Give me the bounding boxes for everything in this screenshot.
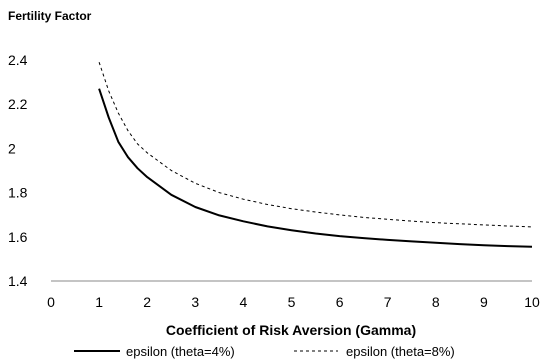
series-line-2	[98, 62, 533, 228]
legend: epsilon (theta=4%) epsilon (theta=8%)	[74, 344, 455, 359]
series-lines	[98, 62, 533, 248]
series-line-1	[98, 88, 533, 248]
y-tick-label: 2.2	[8, 96, 28, 112]
y-tick-label: 1.6	[8, 229, 28, 245]
x-tick-label: 9	[480, 294, 488, 310]
x-tick-label: 7	[384, 294, 392, 310]
y-tick-labels: 1.4 1.6 1.8 2 2.2 2.4	[8, 52, 28, 289]
x-tick-label: 2	[143, 294, 151, 310]
y-tick-label: 2.4	[8, 52, 28, 68]
x-tick-label: 4	[240, 294, 248, 310]
x-tick-label: 10	[524, 294, 540, 310]
x-axis-label: Coefficient of Risk Aversion (Gamma)	[166, 322, 416, 338]
x-tick-label: 1	[95, 294, 103, 310]
y-tick-label: 1.8	[8, 185, 28, 201]
y-axis-label: Fertility Factor	[8, 9, 92, 23]
y-tick-label: 1.4	[8, 273, 28, 289]
legend-label-series-1: epsilon (theta=4%)	[126, 344, 235, 359]
x-tick-label: 5	[288, 294, 296, 310]
x-tick-label: 6	[336, 294, 344, 310]
y-tick-label: 2	[8, 140, 16, 156]
x-tick-labels: 0 1 2 3 4 5 6 7 8 9 10	[47, 294, 540, 310]
x-tick-label: 8	[432, 294, 440, 310]
x-tick-label: 3	[191, 294, 199, 310]
x-tick-label: 0	[47, 294, 55, 310]
legend-label-series-2: epsilon (theta=8%)	[346, 344, 455, 359]
